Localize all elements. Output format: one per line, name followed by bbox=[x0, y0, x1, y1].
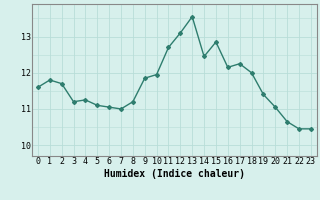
X-axis label: Humidex (Indice chaleur): Humidex (Indice chaleur) bbox=[104, 169, 245, 179]
